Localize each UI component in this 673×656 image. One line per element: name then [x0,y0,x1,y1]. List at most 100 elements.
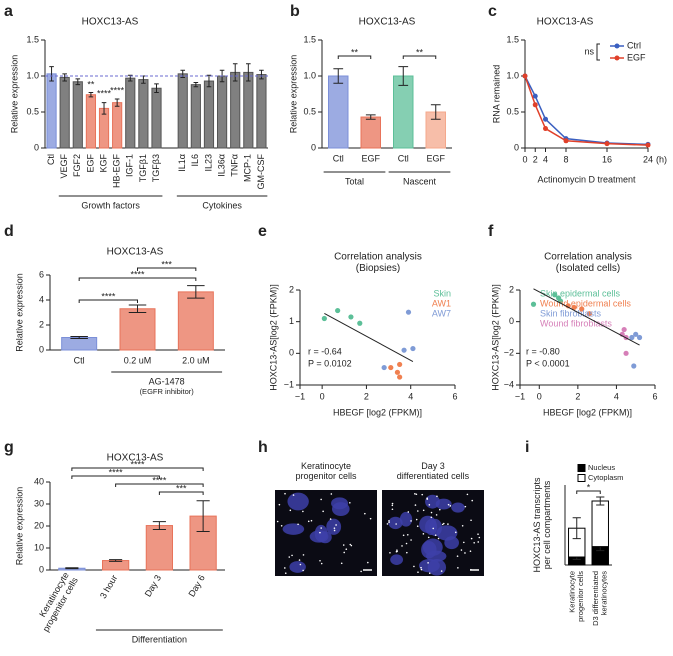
group-label: AG-1478 [149,376,185,386]
statistic: P = 0.0102 [308,358,352,368]
legend-label: Wound epidermal cells [540,298,631,308]
rna-spot [464,505,467,508]
y-tick-label: 0 [39,564,44,574]
x-tick-label: EGF [85,154,95,173]
point [565,303,571,309]
point [405,309,412,315]
line [524,75,649,146]
rna-spot [428,504,431,506]
rna-spot [298,559,301,561]
error-bar [206,74,212,88]
rna-spot [391,504,394,507]
rna-spot [442,522,445,525]
point [394,369,401,375]
rna-spot [320,527,322,529]
rna-spot [369,517,372,520]
chart-title: HOXC13-AS [107,453,164,464]
x-tick-label: Day 3 [143,573,163,598]
x-tick-label: 3 hour [98,573,119,600]
y-tick-label: 1.0 [26,70,39,80]
x-tick-label: 0 [320,391,325,401]
bracket [158,491,204,495]
rna-spot [401,545,403,547]
rna-spot [349,543,352,546]
point [563,138,569,144]
rna-spot [477,541,480,543]
point [604,141,610,147]
error-bar [365,114,376,120]
y-tick-label: 0.5 [506,106,519,116]
y-tick-label: 1.0 [506,70,519,80]
x-tick-label: 16 [602,154,612,164]
image-label-line: progenitor cells [295,472,357,482]
error-bar [114,98,120,107]
x-tick-label: HB-EGF [112,154,122,189]
rna-spot [422,533,425,535]
bar [216,75,228,149]
chart-title: HOXC13-AS [537,17,594,28]
y-tick-label: 1 [289,316,294,326]
error-bar [196,500,210,532]
significance: ** [416,47,424,57]
x-tick-label: TGFβ1 [138,154,148,182]
x-tick-label: 4 [408,391,413,401]
significance: ** [351,47,359,57]
error-bar [70,336,88,339]
rna-spot [292,494,295,496]
rna-spot [276,520,279,523]
point [348,314,354,320]
nucleus [289,561,306,573]
group-label: Growth factors [81,200,140,210]
chart-title-line: Correlation analysis [544,251,632,262]
rna-spot [434,534,437,537]
x-tick-label: 2.0 uM [182,355,210,365]
y-axis-label: Relative expression [14,487,24,566]
bracket [71,475,160,479]
point [621,326,627,333]
point [543,126,548,132]
panel-letter: a [4,3,13,20]
rna-spot [345,548,348,551]
point [397,374,403,380]
rna-spot [333,527,336,529]
legend-label: AW1 [432,298,451,308]
rna-spot [420,566,422,569]
group-label: Total [345,176,364,186]
y-axis-label: HOXC13-AS transcriptsper cell compartmen… [532,477,552,573]
error-bar [246,63,251,82]
rna-spot [454,531,457,534]
point [571,304,577,311]
bracket [78,277,197,281]
rna-spot [447,503,450,506]
chart-title-line: Correlation analysis [334,251,422,262]
statistic: P < 0.0001 [526,358,570,368]
rna-spot [320,562,323,565]
nucleus [390,554,404,565]
significance: *** [161,259,172,269]
y-tick-label: 1.5 [26,34,39,44]
error-bar [62,73,67,82]
nucleus [309,530,329,543]
rna-spot [414,492,416,495]
bracket [115,483,204,487]
nucleus [422,538,443,556]
error-bar [259,69,264,80]
x-tick-label: Ctl [46,154,56,165]
rna-spot [477,533,479,535]
rna-spot [302,569,304,572]
point [532,102,538,108]
x-tick-label: IL1α [177,154,187,172]
x-tick-label: −1 [295,391,305,401]
significance: **** [152,475,167,485]
chart-title: HOXC13-AS [82,17,139,28]
significance: ** [87,79,95,89]
bar [46,73,57,149]
rna-spot [407,511,410,513]
bar [177,291,214,351]
bar [61,337,98,351]
bar [328,75,349,149]
rna-spot [329,518,332,520]
y-tick-label: −2 [504,348,514,358]
point [381,364,387,371]
bar [393,75,414,149]
